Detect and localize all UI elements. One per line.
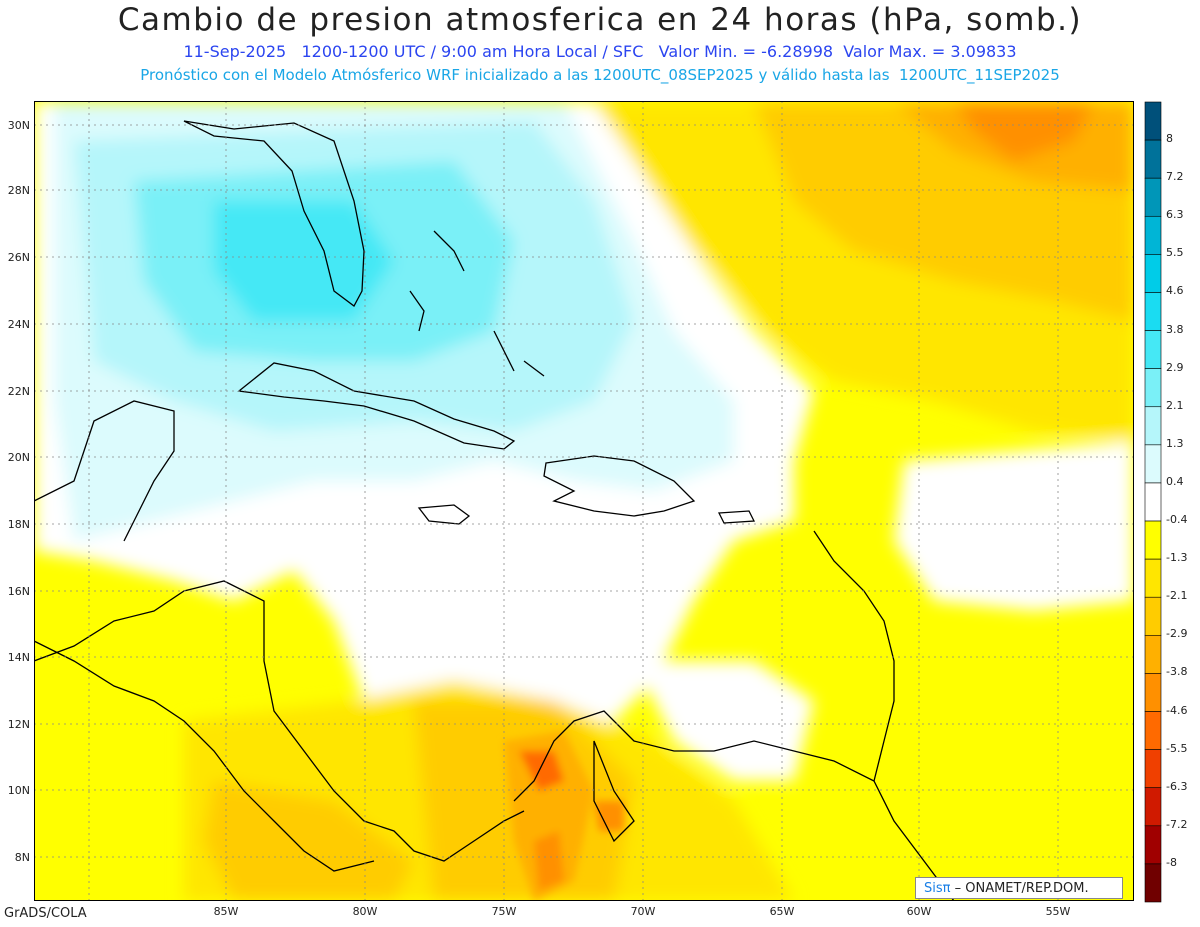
lat-label: 14N (7, 651, 30, 664)
lat-label: 10N (7, 784, 30, 797)
lat-label: 20N (7, 451, 30, 464)
chart-title: Cambio de presion atmosferica en 24 hora… (117, 2, 1083, 38)
graticule (34, 101, 1134, 901)
credit-box: Sisπ – ONAMET/REP.DOM. (915, 877, 1123, 899)
coast-bahamas-3 (493, 330, 515, 372)
chart-subtitle-2: Pronóstico con el Modelo Atmósferico WRF… (140, 66, 1060, 84)
colorbar-label: 6.3 (1166, 208, 1184, 222)
coast-florida (183, 120, 365, 307)
colorbar-label: 2.1 (1166, 398, 1184, 412)
colorbar-swatch (1144, 330, 1162, 369)
lon-label: 80W (352, 905, 378, 918)
lat-label: 18N (7, 518, 30, 531)
colorbar-label: -7.2 (1166, 817, 1188, 831)
coast-hispaniola (543, 455, 696, 517)
coast-south-america (513, 710, 955, 901)
field-orange-s3 (204, 781, 414, 901)
colorbar-swatch (1144, 558, 1162, 598)
colorbar-swatch (1144, 368, 1162, 408)
credit-prefix: Sis (924, 881, 943, 896)
colorbar-label: -2.1 (1166, 589, 1188, 603)
coast-jamaica (417, 504, 471, 525)
field-hot-1 (504, 731, 594, 901)
colorbar-swatch (1144, 787, 1162, 827)
coast-central-america (34, 580, 525, 862)
coast-pacific (34, 640, 375, 872)
colorbar-swatch (1144, 444, 1162, 484)
colorbar-swatch (1144, 101, 1162, 141)
colorbar-label: -1.3 (1166, 551, 1188, 565)
colorbar-label: 3.8 (1166, 322, 1184, 336)
coast-bahamas-1 (409, 290, 425, 332)
lat-label: 12N (7, 718, 30, 731)
colorbar-swatch (1144, 711, 1162, 750)
colorbar-swatch (1144, 177, 1162, 217)
field-hot-4 (594, 801, 624, 831)
coast-maracaibo (593, 740, 635, 843)
colorbar-swatch (1144, 635, 1162, 674)
colorbar-label: -3.8 (1166, 665, 1188, 679)
colorbar-label: 1.3 (1166, 436, 1184, 450)
colorbar-swatch (1144, 863, 1162, 903)
colorbar-swatch (1144, 215, 1162, 255)
field-white-mid (634, 661, 814, 781)
colorbar-swatch (1144, 139, 1162, 179)
colorbar-label: -8 (1166, 855, 1177, 869)
coast-bahamas-4 (523, 360, 545, 377)
coast-pr (717, 510, 756, 524)
colorbar-label: 2.9 (1166, 360, 1184, 374)
colorbar-label: -4.6 (1166, 703, 1188, 717)
colorbar-swatch (1144, 254, 1162, 293)
colorbar-label: 7.2 (1166, 170, 1184, 184)
colorbar-label: -0.4 (1166, 513, 1188, 527)
colorbar-swatch (1144, 749, 1162, 789)
colorbar-label: -6.3 (1166, 779, 1188, 793)
credit-suffix: – ONAMET/REP.DOM. (950, 881, 1089, 896)
colorbar-label: 8 (1166, 132, 1173, 146)
colorbar-label: 0.4 (1166, 474, 1184, 488)
grads-label: GrADS/COLA (4, 906, 87, 921)
field-cyan-4 (214, 201, 394, 321)
coastlines (34, 120, 955, 901)
colorbar-swatch (1144, 406, 1162, 446)
coast-cuba (237, 362, 516, 450)
lon-label: 60W (906, 905, 932, 918)
lat-label: 24N (7, 318, 30, 331)
chart-subtitle-1: 11-Sep-2025 1200-1200 UTC / 9:00 am Hora… (183, 42, 1017, 61)
colorbar-swatch (1144, 673, 1162, 712)
lon-label: 75W (491, 905, 517, 918)
lat-label: 26N (7, 251, 30, 264)
lon-label: 85W (213, 905, 239, 918)
colorbar-label: -5.5 (1166, 741, 1188, 755)
field-orange-ne-4 (954, 101, 1094, 161)
colorbar-swatch (1144, 520, 1162, 560)
lat-label: 28N (7, 184, 30, 197)
pressure-change-map (34, 101, 1134, 901)
lat-label: 22N (7, 385, 30, 398)
colorbar-swatch (1144, 596, 1162, 636)
field-hot-2 (519, 751, 564, 791)
coast-bahamas-2 (433, 230, 465, 272)
colorbar-label: 5.5 (1166, 246, 1184, 260)
lat-label: 16N (7, 585, 30, 598)
credit-pi: π (942, 881, 951, 896)
coast-antilles (813, 530, 895, 782)
colorbar (1144, 101, 1162, 903)
lat-label: 30N (7, 119, 30, 132)
lon-label: 70W (630, 905, 656, 918)
colorbar-label: 4.6 (1166, 284, 1184, 298)
colorbar-swatch (1144, 482, 1162, 522)
lon-label: 65W (769, 905, 795, 918)
colorbar-label: -2.9 (1166, 627, 1188, 641)
colorbar-swatch (1144, 825, 1162, 865)
field-white-east (894, 441, 1134, 611)
lat-label: 8N (14, 851, 30, 864)
colorbar-swatch (1144, 292, 1162, 331)
coast-yucatan (34, 400, 175, 542)
field-hot-3 (534, 831, 564, 891)
lon-label: 55W (1045, 905, 1071, 918)
